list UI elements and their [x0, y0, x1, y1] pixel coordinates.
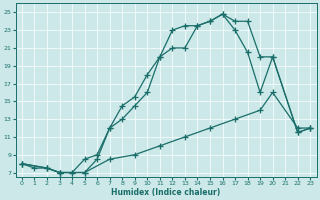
X-axis label: Humidex (Indice chaleur): Humidex (Indice chaleur): [111, 188, 221, 197]
